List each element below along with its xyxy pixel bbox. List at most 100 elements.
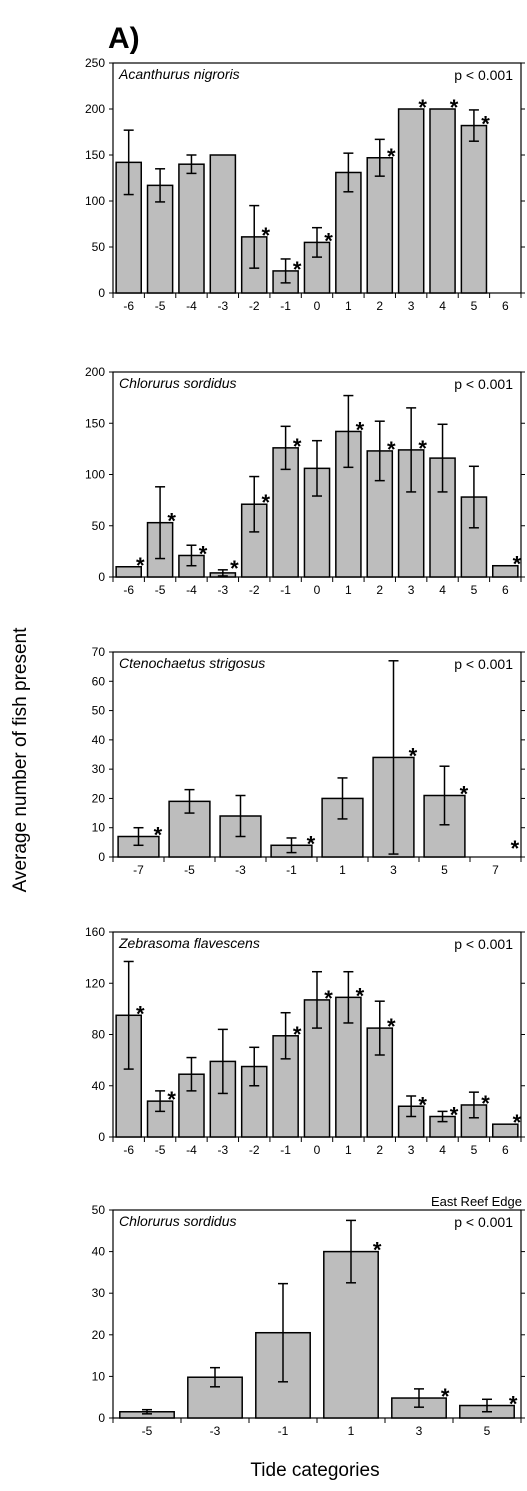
p-value-label: p < 0.001 (454, 1214, 513, 1230)
y-tick-label: 250 (85, 56, 105, 70)
bar (115, 566, 142, 578)
species-label: Zebrasoma flavescens (118, 935, 260, 951)
y-tick-label: 0 (98, 850, 105, 864)
x-tick-label: -6 (123, 299, 134, 313)
significance-star: * (324, 986, 333, 1011)
x-tick-label: 3 (408, 1143, 415, 1157)
significance-star: * (418, 1092, 427, 1117)
x-tick-label: 2 (376, 583, 383, 597)
x-tick-label: -4 (186, 299, 197, 313)
x-tick-label: -1 (280, 299, 291, 313)
x-tick-label: -5 (155, 299, 166, 313)
significance-star: * (450, 1103, 459, 1128)
y-tick-label: 40 (92, 1245, 106, 1259)
bar (429, 108, 456, 294)
significance-star: * (154, 823, 163, 848)
x-tick-label: -1 (286, 863, 297, 877)
significance-star: * (513, 552, 522, 577)
x-tick-label: 1 (345, 1143, 352, 1157)
panel-4: 0 40 80 120 160 * -6 * -5 -4 -3 -2 * -1 * 0 * 1 * 2 * 3 * 4 * 5 * 6… (85, 925, 525, 1157)
y-tick-label: 40 (92, 733, 106, 747)
significance-star: * (293, 434, 302, 459)
significance-star: * (481, 112, 490, 137)
x-tick-label: 3 (408, 299, 415, 313)
panel-3: 0 10 20 30 40 50 60 70 * -7 -5 -3 * -1 1 * 3 * 5 * 7 Ctenocha… (92, 645, 525, 877)
panel-5: 0 10 20 30 40 50 -5 -3 -1 * 1 * 3 * 5 Chlorurus sordidu… (92, 1194, 525, 1438)
x-tick-label: -1 (280, 1143, 291, 1157)
p-value-label: p < 0.001 (454, 936, 513, 952)
x-tick-label: -2 (249, 583, 260, 597)
significance-star: * (167, 1087, 176, 1112)
significance-star: * (262, 490, 271, 515)
significance-star: * (293, 257, 302, 282)
y-tick-label: 40 (92, 1079, 106, 1093)
x-tick-label: 2 (376, 299, 383, 313)
significance-star: * (167, 509, 176, 534)
bar (492, 1123, 519, 1138)
p-value-label: p < 0.001 (454, 656, 513, 672)
species-label: Ctenochaetus strigosus (119, 655, 265, 671)
x-tick-label: 0 (314, 299, 321, 313)
bar (178, 163, 205, 294)
x-tick-label: 0 (314, 583, 321, 597)
significance-star: * (387, 437, 396, 462)
significance-star: * (511, 836, 520, 861)
significance-star: * (513, 1110, 522, 1135)
x-tick-label: 1 (345, 299, 352, 313)
x-tick-label: 4 (439, 583, 446, 597)
x-tick-label: -1 (278, 1424, 289, 1438)
y-axis-label: Average number of fish present (10, 627, 31, 892)
x-tick-label: -5 (155, 583, 166, 597)
x-tick-label: 6 (502, 583, 509, 597)
x-tick-label: -3 (235, 863, 246, 877)
significance-star: * (356, 983, 365, 1008)
species-label: Chlorurus sordidus (119, 375, 237, 391)
x-tick-label: -2 (249, 1143, 260, 1157)
x-tick-label: 3 (408, 583, 415, 597)
site-note: East Reef Edge (431, 1194, 522, 1209)
x-tick-label: -4 (186, 583, 197, 597)
significance-star: * (481, 1091, 490, 1116)
bar (335, 996, 362, 1138)
x-tick-label: 1 (348, 1424, 355, 1438)
bar (146, 184, 174, 294)
x-tick-label: -7 (133, 863, 144, 877)
x-tick-label: 1 (339, 863, 346, 877)
x-axis-label: Tide categories (250, 1460, 379, 1481)
species-label: Acanthurus nigroris (118, 66, 240, 82)
x-tick-label: 4 (439, 299, 446, 313)
significance-star: * (136, 553, 145, 578)
x-tick-label: 2 (376, 1143, 383, 1157)
x-tick-label: 5 (471, 1143, 478, 1157)
y-tick-label: 150 (85, 148, 105, 162)
x-tick-label: 4 (439, 1143, 446, 1157)
y-tick-label: 50 (92, 1203, 106, 1217)
significance-star: * (409, 743, 418, 768)
bar (460, 124, 488, 294)
species-label: Chlorurus sordidus (119, 1213, 237, 1229)
x-tick-label: -5 (155, 1143, 166, 1157)
p-value-label: p < 0.001 (454, 67, 513, 83)
x-tick-label: 7 (492, 863, 499, 877)
x-tick-label: 6 (502, 299, 509, 313)
x-tick-label: -6 (123, 1143, 134, 1157)
significance-star: * (262, 223, 271, 248)
x-tick-label: -3 (218, 1143, 229, 1157)
x-tick-label: -6 (123, 583, 134, 597)
significance-star: * (387, 1014, 396, 1039)
x-tick-label: -3 (218, 583, 229, 597)
significance-star: * (460, 782, 469, 807)
y-tick-label: 100 (85, 194, 105, 208)
y-tick-label: 30 (92, 762, 106, 776)
y-tick-label: 100 (85, 468, 105, 482)
significance-star: * (293, 1022, 302, 1047)
panel-label: A) (108, 22, 140, 55)
y-tick-label: 20 (92, 791, 106, 805)
p-value-label: p < 0.001 (454, 376, 513, 392)
y-tick-label: 200 (85, 365, 105, 379)
significance-star: * (307, 831, 316, 856)
y-tick-label: 10 (92, 1369, 106, 1383)
y-tick-label: 200 (85, 102, 105, 116)
